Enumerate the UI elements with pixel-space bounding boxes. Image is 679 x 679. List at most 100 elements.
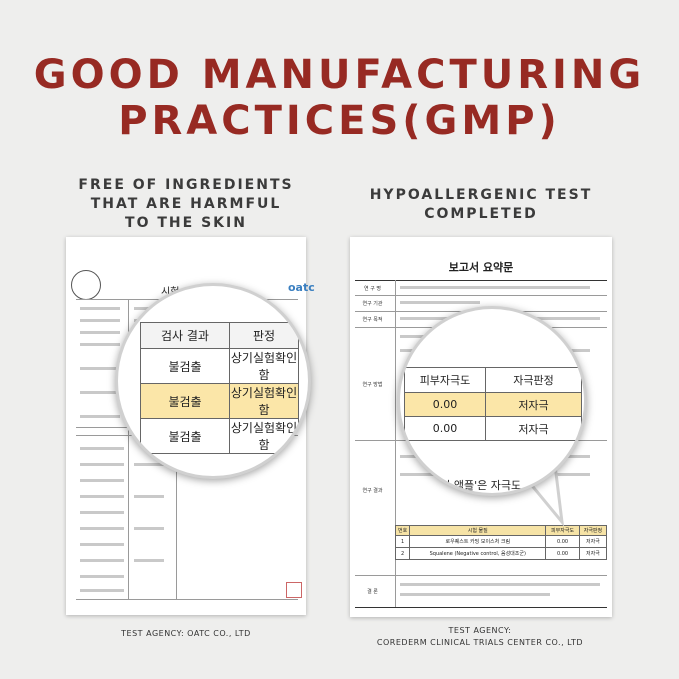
agency-line: TEST AGENCY: bbox=[448, 626, 512, 635]
cell: 로우퀘스트 카밍 모이스처 크림 bbox=[409, 535, 547, 548]
heading-line: COMPLETED bbox=[424, 206, 538, 222]
zoom-table: 피부자극도 자극판정 0.00 저자극 0.00 저자극 bbox=[404, 367, 582, 441]
agency-line: COREDERM CLINICAL TRIALS CENTER CO., LTD bbox=[376, 638, 584, 647]
stamp bbox=[71, 270, 101, 300]
left-heading: FREE OF INGREDIENTS THAT ARE HARMFUL TO … bbox=[66, 176, 306, 233]
table-row: 피부자극도 자극판정 bbox=[404, 367, 582, 393]
cell: 0.00 bbox=[545, 535, 580, 548]
text-placeholder bbox=[400, 593, 550, 596]
text-placeholder bbox=[80, 575, 124, 578]
row-label: 연구 목적 bbox=[362, 317, 383, 323]
text-placeholder bbox=[80, 447, 124, 450]
title-line: GOOD MANUFACTURING bbox=[33, 52, 646, 98]
text-placeholder bbox=[80, 331, 120, 334]
text-placeholder bbox=[80, 527, 124, 530]
table-row: 1 로우퀘스트 카밍 모이스처 크림 0.00 저자극 bbox=[394, 535, 608, 548]
rule-line: 피부자극도 자극판정 0.00 저자극 0.00 저자극 bbox=[404, 367, 582, 441]
rule-line bbox=[355, 280, 607, 281]
text-placeholder bbox=[80, 307, 120, 310]
header-cell: 피부자극도 bbox=[404, 367, 486, 393]
header-cell: 자극판정 bbox=[485, 367, 582, 393]
text-placeholder bbox=[400, 583, 600, 586]
zoom-table: 검사 결과 판정 불검출 상기실험확인함 불검출 상기실험확인함 불검출 상기실험확인함 bbox=[140, 322, 299, 454]
cell: 0.00 bbox=[404, 392, 486, 417]
cell: 저자극 bbox=[578, 535, 608, 548]
rule-line: 번호 시험 물질 피부자극도 자극판정 1 로우퀘스트 카밍 모이스처 크림 0.00 저자… bbox=[394, 525, 608, 560]
heading-line: TO THE SKIN bbox=[125, 215, 247, 231]
text-placeholder bbox=[80, 415, 120, 418]
header-cell: 검사 결과 bbox=[140, 322, 230, 349]
row-label: 연 구 명 bbox=[364, 286, 381, 292]
cell: 저자극 bbox=[578, 547, 608, 560]
table-row: 0.00 저자극 bbox=[404, 416, 582, 441]
text-placeholder bbox=[400, 286, 590, 289]
rule-line bbox=[355, 575, 607, 576]
text-placeholder bbox=[80, 463, 124, 466]
cell: 상기실험확인함 bbox=[229, 348, 299, 384]
cell: Squalene (Negative control, 음성대조군) bbox=[409, 547, 547, 560]
cell: 저자극 bbox=[485, 392, 582, 417]
row-label: 결 론 bbox=[367, 589, 378, 595]
left-agency: TEST AGENCY: OATC CO., LTD bbox=[121, 629, 251, 638]
cell: 0.00 bbox=[545, 547, 580, 560]
table-row: 검사 결과 판정 bbox=[140, 322, 299, 349]
cell: 불검출 bbox=[140, 348, 230, 384]
heading-line: THAT ARE HARMFUL bbox=[90, 196, 282, 212]
cell: 불검출 bbox=[140, 418, 230, 454]
header-cell: 번호 bbox=[394, 525, 411, 536]
text-placeholder bbox=[80, 391, 120, 394]
rule-line bbox=[176, 427, 177, 599]
cell: 상기실험확인함 bbox=[229, 418, 299, 454]
heading-line: FREE OF INGREDIENTS bbox=[78, 177, 294, 193]
text-placeholder bbox=[80, 343, 120, 346]
text-placeholder bbox=[134, 495, 164, 498]
table-row: 번호 시험 물질 피부자극도 자극판정 bbox=[394, 525, 608, 536]
text-placeholder bbox=[80, 319, 120, 322]
document-title: 보고서 요약문 bbox=[448, 261, 514, 274]
table-row: 2 Squalene (Negative control, 음성대조군) 0.00 저… bbox=[394, 547, 608, 560]
rule-line bbox=[76, 599, 298, 600]
cell: 불검출 bbox=[140, 383, 230, 419]
row-label: 연구 기관 bbox=[362, 301, 383, 307]
cell: 0.00 bbox=[404, 416, 486, 441]
text-placeholder bbox=[134, 527, 164, 530]
text-placeholder bbox=[80, 511, 124, 514]
result-table: 번호 시험 물질 피부자극도 자극판정 1 로우퀘스트 카밍 모이스처 크림 0.00 저자… bbox=[394, 525, 608, 560]
row-label: 연구 결과 bbox=[362, 488, 383, 494]
text-placeholder bbox=[400, 301, 480, 304]
text-placeholder bbox=[80, 479, 124, 482]
right-heading: HYPOALLERGENIC TEST COMPLETED bbox=[350, 186, 612, 224]
row-label: 연구 방법 bbox=[362, 382, 383, 388]
rule-line bbox=[395, 280, 396, 607]
heading-line: HYPOALLERGENIC TEST bbox=[369, 187, 593, 203]
table-row: 0.00 저자극 bbox=[404, 392, 582, 417]
text-placeholder bbox=[80, 589, 124, 592]
title-line: PRACTICES(GMP) bbox=[118, 98, 561, 144]
table-row: 불검출 상기실험확인함 bbox=[140, 348, 299, 384]
rule-line: 검사 결과 판정 불검출 상기실험확인함 불검출 상기실험확인함 불검출 상기실험확인함 bbox=[140, 322, 299, 454]
text-placeholder bbox=[134, 463, 164, 466]
text-placeholder bbox=[80, 367, 120, 370]
logo: oatc bbox=[288, 281, 315, 294]
rule-line bbox=[355, 295, 607, 296]
cell: 상기실험확인함 bbox=[229, 383, 299, 419]
table-row: 불검출 상기실험확인함 bbox=[140, 383, 299, 419]
seal bbox=[286, 582, 302, 598]
header-cell: 판정 bbox=[229, 322, 299, 349]
rule-line bbox=[128, 299, 129, 599]
rule-line bbox=[355, 607, 607, 608]
left-magnifier: 검사 결과 판정 불검출 상기실험확인함 불검출 상기실험확인함 불검출 상기실험확인함 bbox=[115, 283, 311, 479]
right-agency: TEST AGENCY: COREDERM CLINICAL TRIALS CE… bbox=[330, 625, 630, 649]
table-row: 불검출 상기실험확인함 bbox=[140, 418, 299, 454]
right-magnifier: 피부자극도 자극판정 0.00 저자극 0.00 저자극 이스처 앰플'은 자극도 bbox=[397, 306, 587, 496]
text-placeholder bbox=[80, 559, 124, 562]
text-placeholder bbox=[80, 543, 124, 546]
cell: 2 bbox=[394, 547, 411, 560]
header-cell: 자극판정 bbox=[578, 525, 608, 536]
cell: 저자극 bbox=[485, 416, 582, 441]
text-placeholder bbox=[80, 495, 124, 498]
zoom-caption: 이스처 앰플'은 자극도 bbox=[420, 479, 522, 492]
text-placeholder bbox=[134, 559, 164, 562]
cell: 1 bbox=[394, 535, 411, 548]
